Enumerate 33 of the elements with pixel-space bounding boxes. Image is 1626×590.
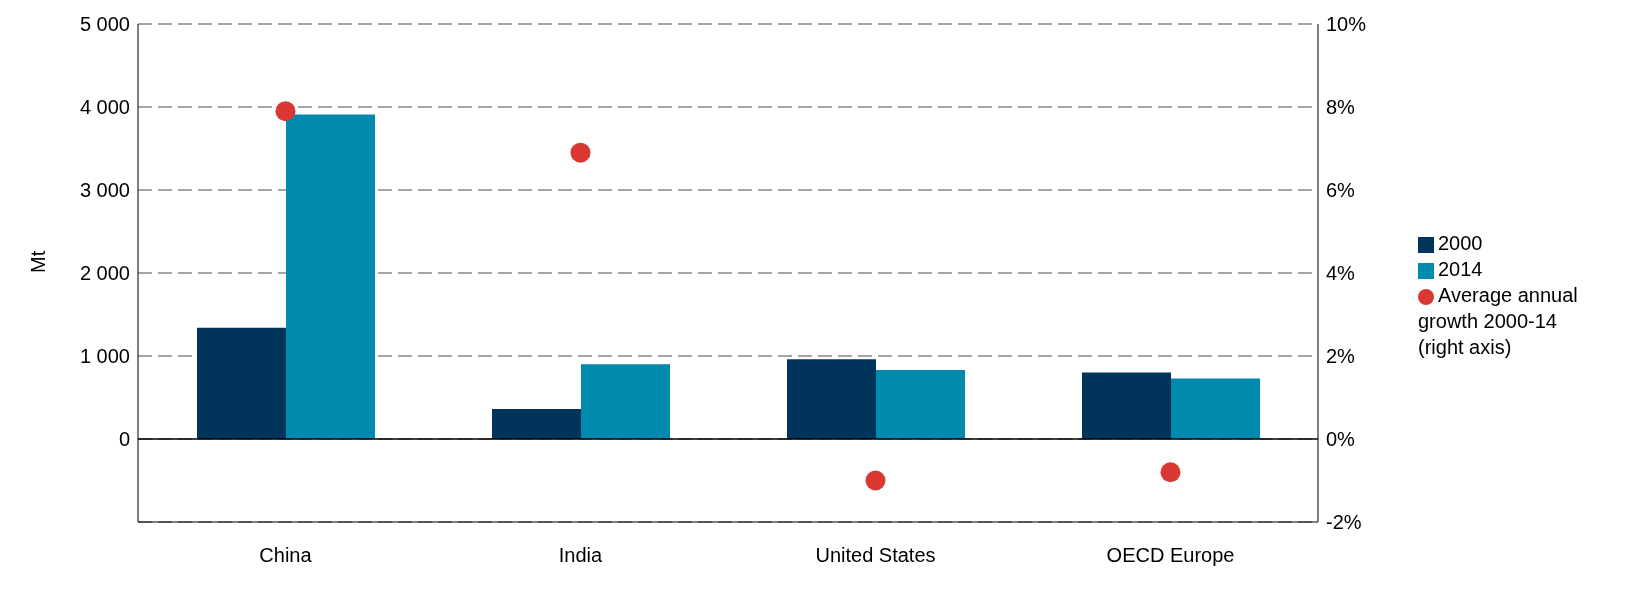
point (865, 470, 886, 491)
legend-label: 2014 (1438, 258, 1483, 280)
legend-label: 2000 (1438, 232, 1483, 254)
y2-tick-label: 10% (1326, 13, 1367, 36)
y-tick-label: 4 000 (79, 96, 130, 119)
y-axis-title: Mt (27, 250, 50, 273)
point (570, 142, 591, 163)
bar (787, 359, 876, 439)
y2-tick-label: 2% (1326, 345, 1356, 368)
y2-tick-label: -2% (1326, 511, 1362, 534)
x-tick-label: OECD Europe (1106, 544, 1235, 567)
y-tick-label: 1 000 (79, 345, 130, 368)
y-tick-label: 5 000 (79, 13, 130, 36)
bar (1082, 372, 1171, 439)
bar (286, 114, 375, 439)
y-tick-label: 2 000 (79, 262, 130, 285)
bar (876, 370, 965, 439)
bar (1171, 378, 1260, 439)
point (275, 101, 296, 122)
x-tick-label: India (558, 544, 604, 567)
y2-tick-label: 4% (1326, 262, 1356, 285)
point (1160, 462, 1181, 483)
bar (581, 364, 670, 439)
y2-tick-label: 8% (1326, 96, 1356, 119)
y2-tick-label: 0% (1326, 428, 1356, 451)
bar (197, 327, 286, 439)
y-tick-label: 3 000 (79, 179, 130, 202)
y-tick-label: 0 (118, 428, 130, 451)
y2-tick-label: 6% (1326, 179, 1356, 202)
x-tick-label: United States (815, 544, 936, 567)
bar (492, 409, 581, 439)
legend-label: Average annual growth 2000-14 (right axis) (1418, 284, 1578, 358)
x-tick-label: China (259, 544, 313, 567)
